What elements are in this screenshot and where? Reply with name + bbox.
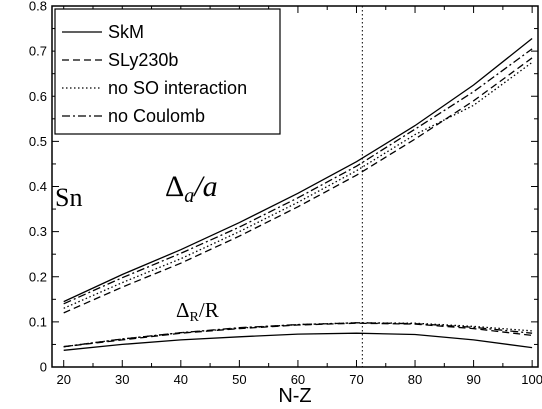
y-tick-label: 0.4 [29, 179, 47, 194]
x-tick-label: 50 [232, 372, 246, 387]
delta-r-label: ΔR/R [176, 298, 219, 325]
delta-a-subscript: a [184, 185, 194, 207]
y-tick-label: 0.2 [29, 269, 47, 284]
series-line-solid-upper [63, 37, 533, 303]
x-tick-label: 80 [408, 372, 422, 387]
delta-a-label: Δa/a [165, 170, 218, 207]
series-line-dashdot-upper [63, 48, 533, 305]
x-tick-label: 60 [291, 372, 305, 387]
x-tick-label: 100 [521, 372, 542, 387]
delta-a-tail: /a [192, 170, 217, 203]
delta-r-subscript: R [190, 310, 200, 325]
x-axis-label: N-Z [278, 385, 311, 407]
x-tick-label: 30 [115, 372, 129, 387]
series-line-dashdot-lower [63, 322, 533, 348]
series-line-solid-lower [63, 332, 533, 351]
chart-marks [63, 6, 533, 367]
y-tick-label: 0.3 [29, 224, 47, 239]
x-tick-label: 70 [349, 372, 363, 387]
x-tick-label: 40 [174, 372, 188, 387]
y-tick-label: 0.5 [29, 134, 47, 149]
y-tick-label: 0 [40, 360, 47, 375]
series-line-dotted-upper [63, 61, 533, 309]
delta-a-symbol: Δ [165, 170, 184, 203]
legend-label: SLy230b [108, 50, 178, 70]
legend: SkM SLy230b no SO interaction no Coulomb [54, 8, 281, 135]
y-tick-label: 0.8 [29, 0, 47, 14]
legend-label: no Coulomb [108, 106, 205, 126]
tick-labels: 20 30 40 50 60 70 80 90 100 0 0.1 0.2 0.3 0.4 0.5 0.6 0.… [29, 0, 542, 387]
element-label: Sn [55, 183, 82, 212]
x-tick-label: 90 [466, 372, 480, 387]
y-tick-label: 0.1 [29, 314, 47, 329]
legend-box [54, 8, 281, 135]
plot-frame [51, 5, 539, 368]
y-tick-label: 0.6 [29, 89, 47, 104]
legend-label: no SO interaction [108, 78, 247, 98]
delta-r-tail: /R [199, 298, 219, 322]
x-tick-label: 20 [56, 372, 70, 387]
series-line-dashed-upper [63, 57, 533, 314]
y-tick-label: 0.7 [29, 44, 47, 59]
legend-label: SkM [108, 22, 144, 42]
delta-r-symbol: Δ [176, 298, 190, 322]
